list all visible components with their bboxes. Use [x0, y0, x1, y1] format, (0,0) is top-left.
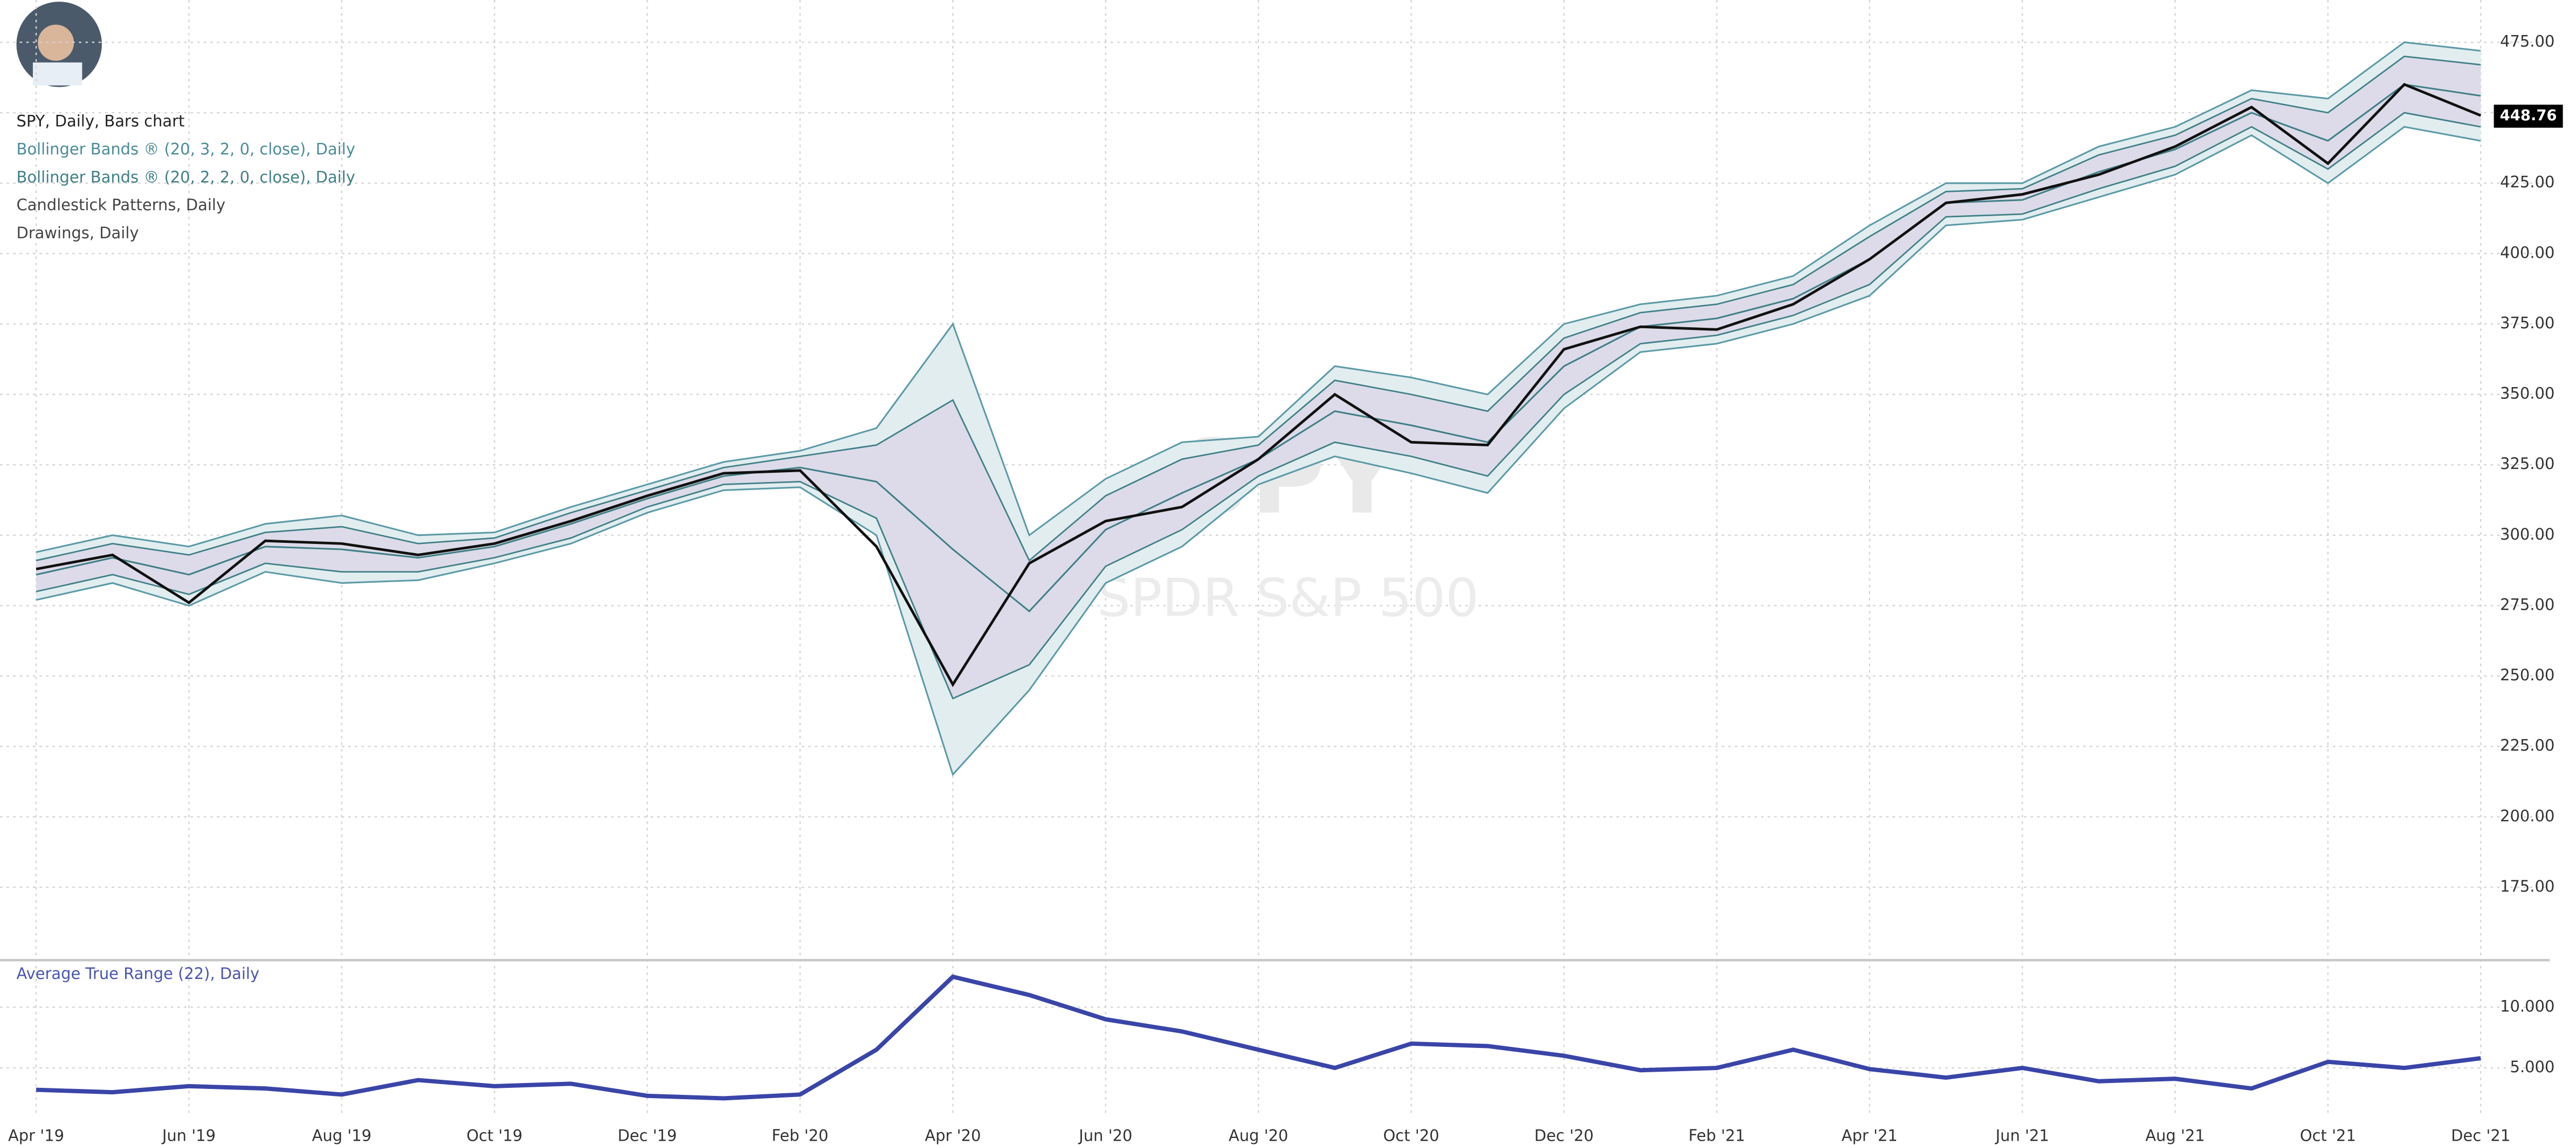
x-tick-label: Apr '19 — [8, 1127, 64, 1145]
y-tick-label: 400.00 — [2500, 243, 2554, 261]
last-price-box — [2494, 105, 2563, 128]
line — [36, 41, 2481, 553]
legend-entry: Candlestick Patterns, Daily — [16, 196, 225, 214]
x-tick-label: Aug '20 — [1229, 1127, 1288, 1145]
line — [36, 112, 2481, 700]
panel-title: Average True Range (22), Daily — [16, 964, 259, 983]
x-tick-label: Feb '20 — [772, 1127, 828, 1145]
legend-entry: Bollinger Bands ® (20, 2, 2, 0, close), … — [16, 168, 355, 186]
x-tick-label: Apr '20 — [925, 1127, 981, 1145]
x-tick-label: Oct '20 — [1383, 1127, 1439, 1145]
x-tick-label: Aug '19 — [312, 1127, 371, 1145]
last-price-label: 448.76 — [2500, 107, 2557, 124]
y-tick-label: 325.00 — [2500, 454, 2554, 473]
y-tick-label: 275.00 — [2500, 595, 2554, 613]
watermark-subtitle: SPDR S&P 500 — [1097, 567, 1479, 629]
x-tick-label: Dec '19 — [618, 1127, 677, 1145]
x-tick-label: Oct '21 — [2300, 1127, 2356, 1145]
x-tick-label: Jun '21 — [1994, 1127, 2049, 1145]
y-tick-label: 300.00 — [2500, 525, 2554, 543]
y-tick-label: 10.000 — [2500, 997, 2554, 1015]
line — [36, 974, 2481, 1101]
y-tick-label: 350.00 — [2500, 384, 2554, 403]
y-tick-label: 225.00 — [2500, 736, 2554, 755]
x-tick-label: Aug '21 — [2145, 1127, 2205, 1145]
line — [36, 56, 2481, 562]
y-tick-label: 425.00 — [2500, 173, 2554, 191]
x-tick-label: Jun '20 — [1078, 1127, 1132, 1145]
y-tick-label: 5.000 — [2510, 1058, 2555, 1076]
y-tick-label: 475.00 — [2500, 32, 2554, 50]
avatar-shirt — [32, 62, 82, 86]
x-tick-label: Apr '21 — [1842, 1127, 1898, 1145]
y-tick-label: 250.00 — [2500, 666, 2554, 684]
avatar-face — [38, 24, 74, 61]
legend-entry: Bollinger Bands ® (20, 3, 2, 0, close), … — [16, 140, 355, 158]
x-tick-label: Feb '21 — [1689, 1127, 1745, 1145]
x-tick-label: Dec '21 — [2451, 1127, 2510, 1145]
x-tick-label: Dec '20 — [1534, 1127, 1594, 1145]
y-tick-label: 200.00 — [2500, 806, 2554, 825]
y-tick-label: 175.00 — [2500, 877, 2554, 895]
legend-entry: Drawings, Daily — [16, 224, 139, 242]
x-tick-label: Oct '19 — [466, 1127, 522, 1145]
line — [36, 82, 2482, 687]
x-tick-label: Jun '19 — [161, 1127, 216, 1145]
y-tick-label: 375.00 — [2500, 314, 2554, 332]
line — [36, 126, 2481, 776]
avatar[interactable] — [16, 2, 102, 87]
legend-entry: SPY, Daily, Bars chart — [16, 112, 184, 130]
